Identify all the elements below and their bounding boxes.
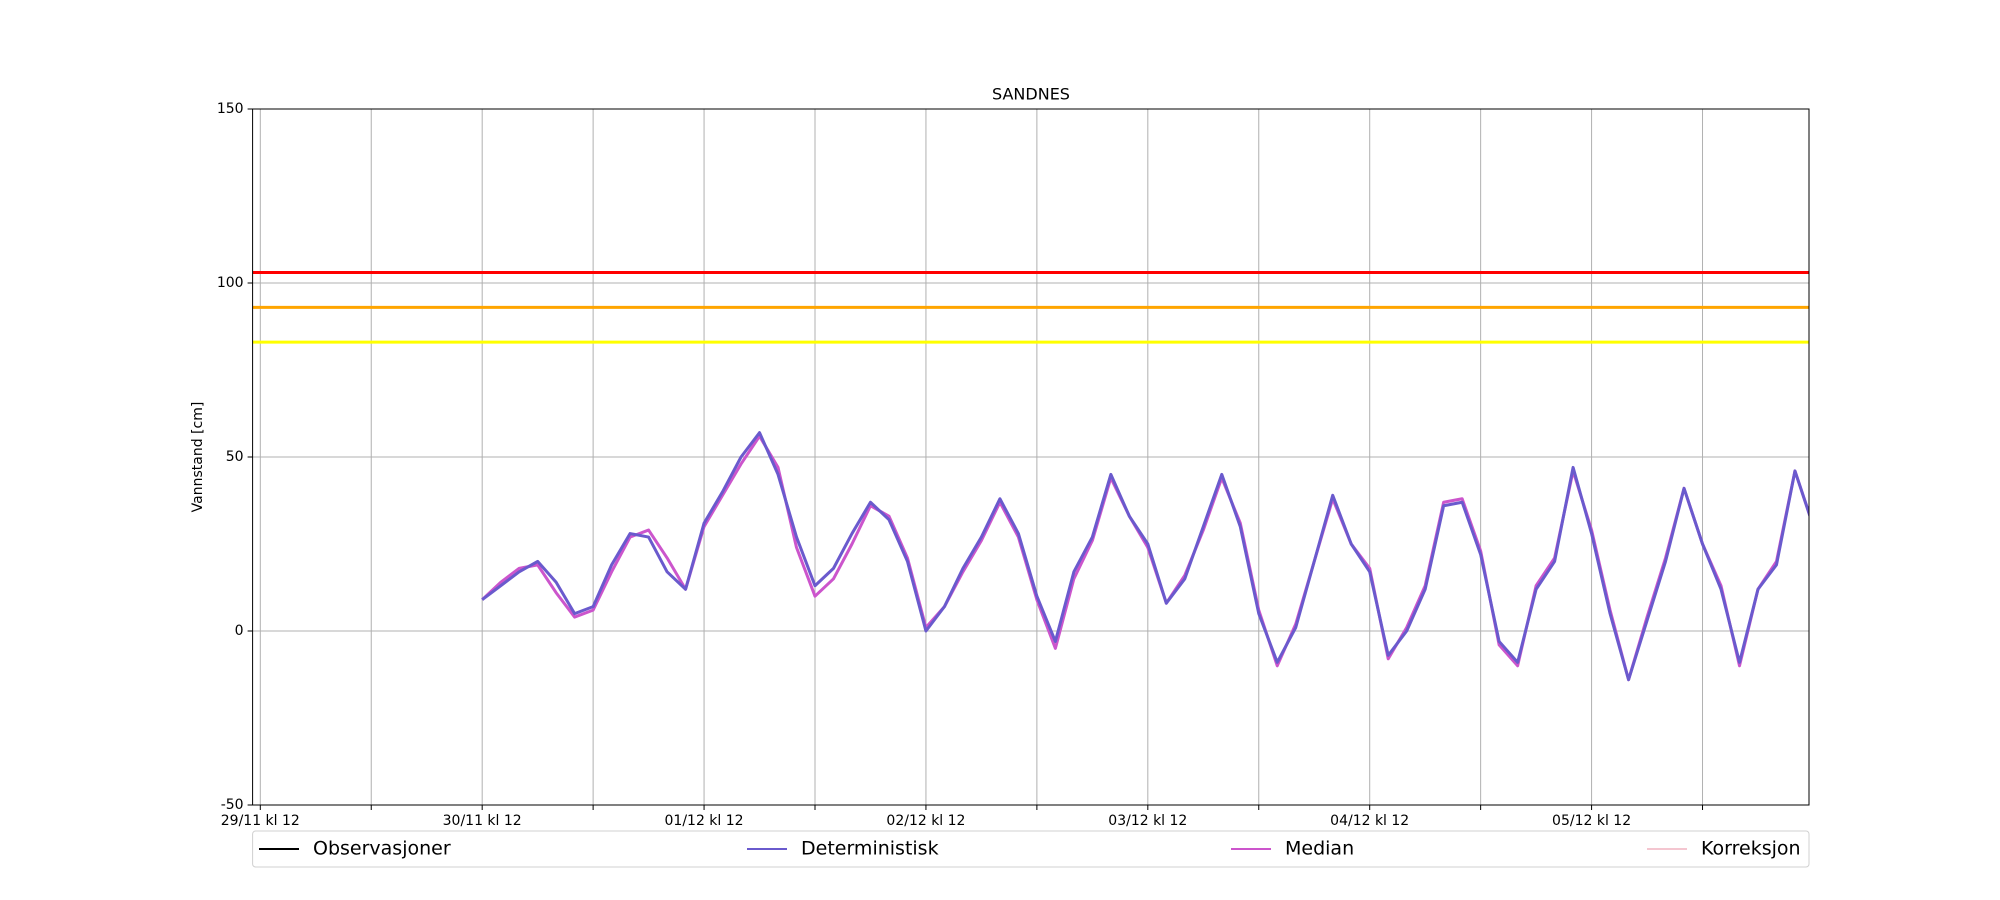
legend-label: Median bbox=[1285, 838, 1354, 860]
chart-title: SANDNES bbox=[992, 85, 1070, 104]
y-axis-label: Vannstand [cm] bbox=[190, 402, 206, 513]
x-tick-label: 02/12 kl 12 bbox=[886, 813, 965, 829]
plot-frame bbox=[252, 108, 1810, 806]
legend-label: Observasjoner bbox=[313, 838, 451, 860]
y-tick-label: 100 bbox=[217, 275, 244, 291]
y-tick-label: 50 bbox=[226, 449, 244, 465]
legend-label: Deterministisk bbox=[801, 838, 939, 860]
x-tick-label: 04/12 kl 12 bbox=[1330, 813, 1409, 829]
plot-area bbox=[252, 271, 1810, 682]
y-tick-label: 150 bbox=[217, 101, 244, 117]
x-tick-label: 30/11 kl 12 bbox=[443, 813, 522, 829]
x-tick-label: 03/12 kl 12 bbox=[1108, 813, 1187, 829]
legend-label: Korreksjon bbox=[1701, 838, 1801, 860]
x-tick-label: 05/12 kl 12 bbox=[1552, 813, 1631, 829]
x-tick-label: 29/11 kl 12 bbox=[221, 813, 300, 829]
series-line bbox=[481, 431, 1810, 682]
legend-box bbox=[252, 830, 1810, 868]
x-tick-label: 01/12 kl 12 bbox=[665, 813, 744, 829]
y-tick-label: 0 bbox=[235, 623, 244, 639]
y-tick-label: -50 bbox=[221, 797, 244, 813]
